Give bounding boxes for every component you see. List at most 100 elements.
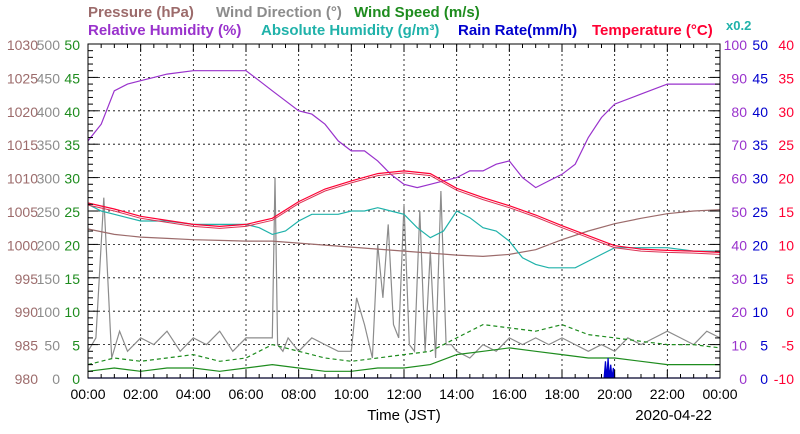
- x-tick-label: 04:00: [176, 386, 211, 402]
- y-tick-label-rain-rate: 50: [752, 37, 768, 53]
- y-tick-label-relative-humidity: 30: [731, 271, 747, 287]
- y-tick-label-temperature: 5: [786, 271, 794, 287]
- y-tick-label-rain-rate: 30: [752, 171, 768, 187]
- y-tick-label-rain-rate: 25: [752, 204, 768, 220]
- y-tick-label-wind-speed: 20: [64, 237, 80, 253]
- x-tick-label: 22:00: [650, 386, 685, 402]
- y-tick-label-wind-direction: 500: [37, 37, 61, 53]
- y-tick-label-relative-humidity: 40: [731, 237, 747, 253]
- y-tick-label-wind-speed: 0: [72, 371, 80, 387]
- y-tick-label-wind-direction: 200: [37, 237, 61, 253]
- y-tick-label-temperature: -10: [774, 371, 794, 387]
- y-tick-label-temperature: 15: [778, 204, 794, 220]
- y-tick-label-relative-humidity: 100: [724, 37, 748, 53]
- x-tick-label: 00:00: [702, 386, 737, 402]
- legend-pressure: Pressure (hPa): [88, 4, 194, 21]
- y-tick-label-relative-humidity: 50: [731, 204, 747, 220]
- y-tick-label-temperature: 25: [778, 137, 794, 153]
- y-tick-label-relative-humidity: 90: [731, 70, 747, 86]
- y-tick-label-wind-speed: 25: [64, 204, 80, 220]
- x-axis-label: Time (JST): [367, 407, 441, 424]
- y-tick-label-rain-rate: 5: [760, 338, 768, 354]
- y-tick-label-wind-direction: 400: [37, 104, 61, 120]
- y-tick-label-wind-speed: 35: [64, 137, 80, 153]
- x-tick-label: 12:00: [386, 386, 421, 402]
- ticks-layer: [87, 43, 721, 379]
- y-tick-label-relative-humidity: 80: [731, 104, 747, 120]
- y-tick-label-rain-rate: 15: [752, 271, 768, 287]
- legend-wind-speed: Wind Speed (m/s): [354, 4, 480, 21]
- y-tick-label-wind-direction: 50: [44, 338, 60, 354]
- y-tick-label-wind-direction: 300: [37, 171, 61, 187]
- series-wind-direction: [87, 177, 721, 359]
- y-tick-label-temperature: 30: [778, 104, 794, 120]
- series-pressure: [87, 209, 721, 258]
- x-tick-label: 16:00: [492, 386, 527, 402]
- y-tick-label-pressure: 1020: [7, 104, 38, 120]
- series-relative-humidity: [87, 70, 720, 189]
- series-layer: [87, 70, 721, 379]
- y-tick-label-wind-speed: 30: [64, 171, 80, 187]
- y-tick-label-temperature: 0: [786, 304, 794, 320]
- y-tick-label-rain-rate: 10: [752, 304, 768, 320]
- y-tick-label-rain-rate: 40: [752, 104, 768, 120]
- y-tick-label-relative-humidity: 0: [739, 371, 747, 387]
- legend-temperature: Temperature (°C): [592, 22, 713, 39]
- y-tick-label-relative-humidity: 20: [731, 304, 747, 320]
- y-tick-label-rain-rate: 35: [752, 137, 768, 153]
- y-tick-label-temperature: 40: [778, 37, 794, 53]
- y-tick-label-wind-speed: 10: [64, 304, 80, 320]
- rain-scale-note: x0.2: [726, 18, 751, 33]
- y-tick-label-pressure: 1025: [7, 70, 38, 86]
- legend-wind-direction: Wind Direction (°): [216, 4, 342, 21]
- y-tick-label-wind-direction: 250: [37, 204, 61, 220]
- y-tick-label-pressure: 990: [15, 304, 39, 320]
- y-tick-label-wind-speed: 50: [64, 37, 80, 53]
- y-tick-label-wind-speed: 40: [64, 104, 80, 120]
- y-tick-label-pressure: 985: [15, 338, 39, 354]
- y-tick-label-temperature: 35: [778, 70, 794, 86]
- x-tick-label: 00:00: [70, 386, 105, 402]
- series-temperature-outline: [87, 172, 721, 255]
- legend-rain-rate: Rain Rate(mm/h): [458, 22, 577, 39]
- x-tick-label: 02:00: [123, 386, 158, 402]
- series-wind-speed: [87, 347, 720, 372]
- y-tick-label-pressure: 980: [15, 371, 39, 387]
- y-tick-label-temperature: 20: [778, 171, 794, 187]
- y-tick-label-wind-direction: 100: [37, 304, 61, 320]
- y-tick-label-rain-rate: 0: [760, 371, 768, 387]
- series-absolute-humidity: [87, 203, 720, 269]
- x-tick-label: 18:00: [544, 386, 579, 402]
- y-tick-label-relative-humidity: 70: [731, 137, 747, 153]
- axis-labels: 9809859909951000100510101015102010251030…: [7, 37, 794, 402]
- y-tick-label-pressure: 1030: [7, 37, 38, 53]
- x-tick-label: 20:00: [597, 386, 632, 402]
- legend-relative-humidity: Relative Humidity (%): [88, 22, 241, 39]
- y-tick-label-pressure: 995: [15, 271, 39, 287]
- y-tick-label-temperature: -5: [782, 338, 795, 354]
- y-tick-label-wind-speed: 5: [72, 338, 80, 354]
- y-tick-label-wind-direction: 350: [37, 137, 61, 153]
- y-tick-label-relative-humidity: 10: [731, 338, 747, 354]
- y-tick-label-relative-humidity: 60: [731, 171, 747, 187]
- y-tick-label-wind-speed: 45: [64, 70, 80, 86]
- y-tick-label-rain-rate: 45: [752, 70, 768, 86]
- y-tick-label-wind-speed: 15: [64, 271, 80, 287]
- y-tick-label-wind-direction: 0: [52, 371, 60, 387]
- y-tick-label-wind-direction: 150: [37, 271, 61, 287]
- x-tick-label: 08:00: [281, 386, 316, 402]
- series-temperature: [87, 170, 721, 253]
- y-tick-label-pressure: 1005: [7, 204, 38, 220]
- date-label: 2020-04-22: [635, 407, 712, 424]
- y-tick-label-wind-direction: 450: [37, 70, 61, 86]
- x-tick-label: 10:00: [334, 386, 369, 402]
- legend-absolute-humidity: Absolute Humidity (g/m³): [261, 22, 439, 39]
- y-tick-label-pressure: 1000: [7, 237, 38, 253]
- y-tick-label-rain-rate: 20: [752, 237, 768, 253]
- x-tick-label: 14:00: [439, 386, 474, 402]
- y-tick-label-pressure: 1015: [7, 137, 38, 153]
- y-tick-label-pressure: 1010: [7, 171, 38, 187]
- x-tick-label: 06:00: [228, 386, 263, 402]
- series-wind-speed-max: [87, 323, 721, 366]
